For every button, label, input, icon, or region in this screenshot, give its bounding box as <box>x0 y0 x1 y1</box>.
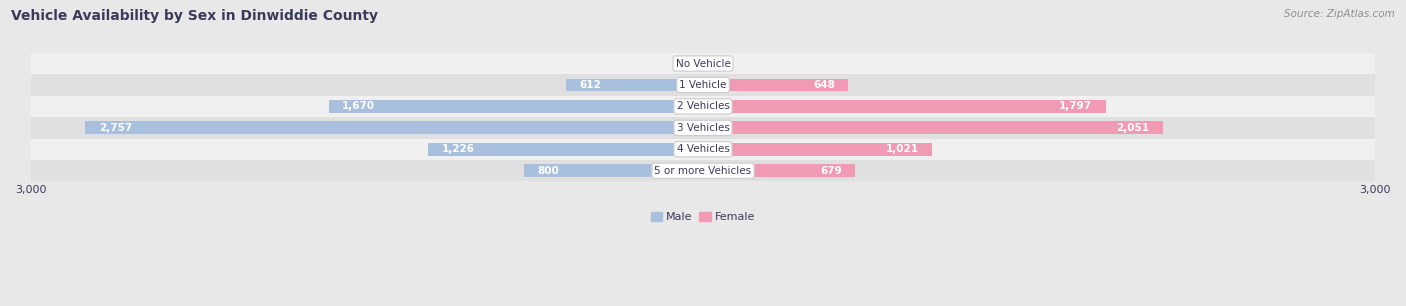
Text: 648: 648 <box>813 80 835 90</box>
Bar <box>31 74 1375 96</box>
Text: 1 Vehicle: 1 Vehicle <box>679 80 727 90</box>
Text: 2 Vehicles: 2 Vehicles <box>676 101 730 111</box>
Bar <box>429 143 703 156</box>
Text: 10: 10 <box>681 58 695 69</box>
Text: 679: 679 <box>820 166 842 176</box>
Text: 5 or more Vehicles: 5 or more Vehicles <box>654 166 752 176</box>
Bar <box>523 164 703 177</box>
Text: 3 Vehicles: 3 Vehicles <box>676 123 730 133</box>
Bar <box>329 100 703 113</box>
Bar <box>31 117 1375 139</box>
Bar <box>703 57 706 70</box>
Bar <box>31 96 1375 117</box>
Legend: Male, Female: Male, Female <box>647 208 759 227</box>
Bar <box>31 139 1375 160</box>
Text: 4 Vehicles: 4 Vehicles <box>676 144 730 154</box>
Bar <box>700 57 703 70</box>
Bar <box>703 100 1105 113</box>
Text: 1,021: 1,021 <box>886 144 918 154</box>
Text: Source: ZipAtlas.com: Source: ZipAtlas.com <box>1284 9 1395 19</box>
Text: 13: 13 <box>711 58 725 69</box>
Text: No Vehicle: No Vehicle <box>675 58 731 69</box>
Bar <box>703 143 932 156</box>
Text: 1,226: 1,226 <box>441 144 475 154</box>
Bar <box>703 164 855 177</box>
Text: 1,797: 1,797 <box>1059 101 1092 111</box>
Bar <box>703 121 1163 134</box>
Text: 612: 612 <box>579 80 600 90</box>
Text: 1,670: 1,670 <box>342 101 375 111</box>
Bar <box>31 53 1375 74</box>
Text: 2,051: 2,051 <box>1116 123 1149 133</box>
Text: 2,757: 2,757 <box>98 123 132 133</box>
Text: 800: 800 <box>537 166 560 176</box>
Bar <box>86 121 703 134</box>
Bar <box>703 79 848 91</box>
Bar <box>565 79 703 91</box>
Text: Vehicle Availability by Sex in Dinwiddie County: Vehicle Availability by Sex in Dinwiddie… <box>11 9 378 23</box>
Bar <box>31 160 1375 181</box>
